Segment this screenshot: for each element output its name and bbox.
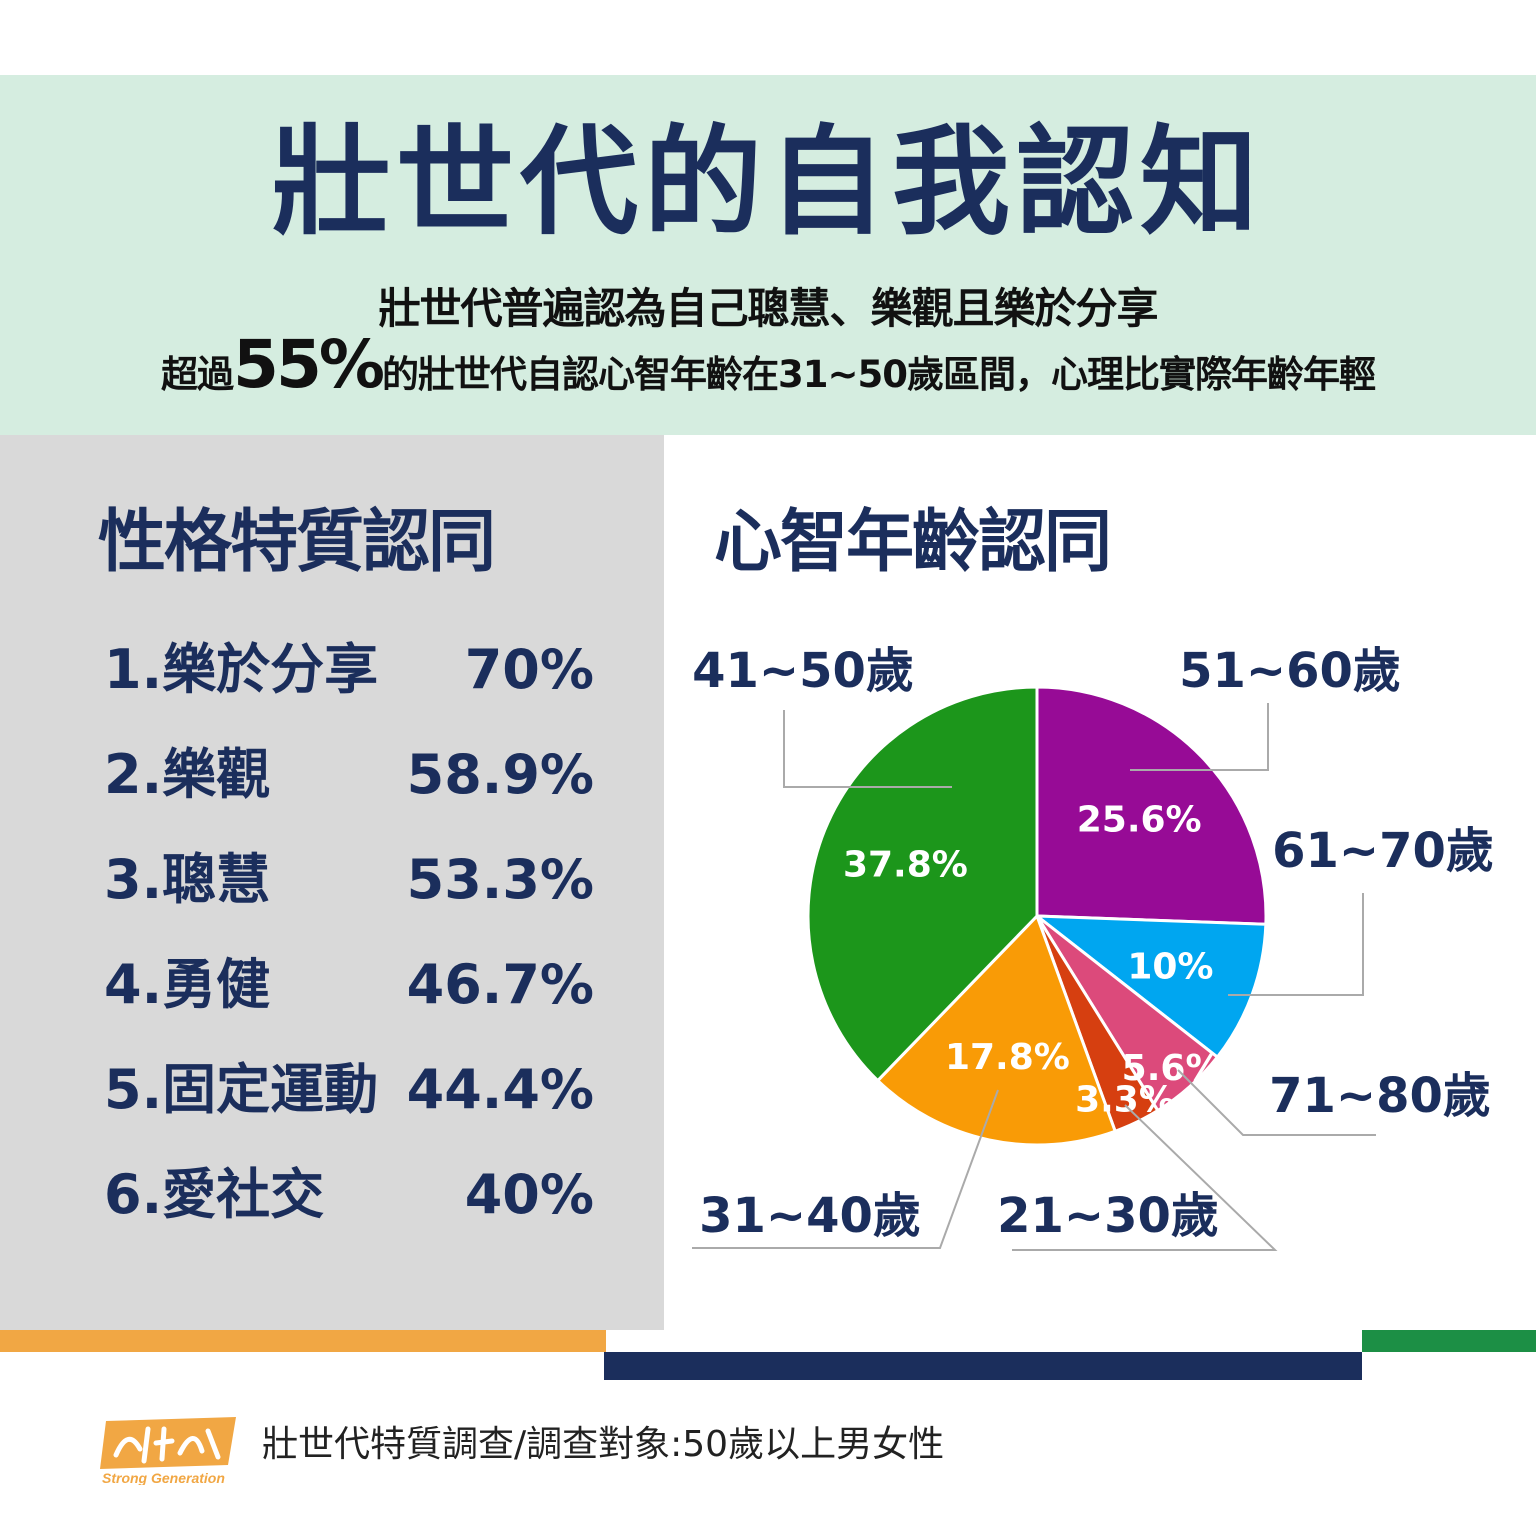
leader-line	[1012, 1104, 1278, 1251]
trait-row: 3.聰慧 53.3%	[104, 845, 594, 915]
svg-text:Strong Generation: Strong Generation	[102, 1470, 225, 1485]
pie-slice	[875, 913, 1118, 1147]
subtitle-line-1: 壯世代普遍認為自己聰慧、樂觀且樂於分享	[378, 284, 1158, 333]
trait-value: 46.7%	[406, 953, 594, 1016]
slice-percent-label: 10%	[1127, 947, 1213, 988]
trait-row: 5.固定運動 44.4%	[104, 1055, 594, 1125]
trait-label: 1.樂於分享	[104, 638, 379, 701]
subtitle-line-2: 超過55%的壯世代自認心智年齡在31~50歲區間，心理比實際年齡年輕	[0, 330, 1536, 410]
trait-label: 6.愛社交	[104, 1163, 325, 1226]
leader-line	[1177, 1069, 1376, 1136]
slice-category-label: 51~60歲	[1179, 643, 1401, 699]
traits-panel	[0, 435, 664, 1330]
header-banner	[0, 75, 1536, 435]
leader-line	[1228, 893, 1364, 996]
trait-label: 2.樂觀	[104, 743, 271, 806]
slice-percent-label: 5.6%	[1122, 1048, 1222, 1089]
trait-label: 4.勇健	[104, 953, 271, 1016]
pie-slice	[806, 685, 1039, 1083]
trait-label: 5.固定運動	[104, 1058, 379, 1121]
trait-label: 3.聰慧	[104, 848, 271, 911]
slice-category-label: 41~50歲	[692, 643, 914, 699]
trait-row: 6.愛社交 40%	[104, 1160, 594, 1230]
slice-category-label: 71~80歲	[1269, 1068, 1491, 1124]
trait-value: 53.3%	[406, 848, 594, 911]
trait-value: 44.4%	[406, 1058, 594, 1121]
slice-percent-label: 37.8%	[843, 845, 968, 886]
trait-row: 2.樂觀 58.9%	[104, 740, 594, 810]
page-title: 壯世代的自我認知	[271, 113, 1264, 251]
trait-value: 70%	[464, 638, 594, 701]
slice-category-label: 31~40歲	[699, 1188, 921, 1244]
strong-generation-logo: Strong Generation	[100, 1417, 236, 1485]
green-divider	[1362, 1330, 1536, 1352]
slice-category-label: 21~30歲	[997, 1188, 1219, 1244]
subtitle-prefix: 超過	[161, 353, 234, 396]
subtitle-highlight: 55%	[233, 326, 385, 403]
slice-percent-label: 3.3%	[1075, 1079, 1175, 1120]
trait-value: 58.9%	[406, 743, 594, 806]
trait-row: 4.勇健 46.7%	[104, 950, 594, 1020]
trait-row: 1.樂於分享 70%	[104, 635, 594, 705]
leader-line	[1130, 703, 1269, 771]
slice-percent-label: 25.6%	[1077, 799, 1202, 840]
chart-title: 心智年齡認同	[714, 503, 1112, 582]
pie-chart: 25.6% 51~60歲 10% 61~70歲 5.6% 71~80歲 3.3% 21~30歲…	[692, 643, 1494, 1251]
slice-category-label: 61~70歲	[1272, 823, 1494, 879]
slice-percent-label: 17.8%	[945, 1037, 1070, 1078]
subtitle-suffix: 的壯世代自認心智年齡在31~50歲區間，心理比實際年齡年輕	[382, 353, 1376, 396]
pie-slice	[1035, 685, 1268, 926]
orange-divider	[0, 1330, 606, 1352]
traits-title: 性格特質認同	[98, 503, 496, 582]
trait-value: 40%	[464, 1163, 594, 1226]
leader-line	[692, 1089, 999, 1249]
navy-divider	[604, 1352, 1362, 1380]
footer-source: 壯世代特質調查/調查對象:50歲以上男女性	[262, 1424, 945, 1465]
leader-line	[783, 710, 952, 788]
